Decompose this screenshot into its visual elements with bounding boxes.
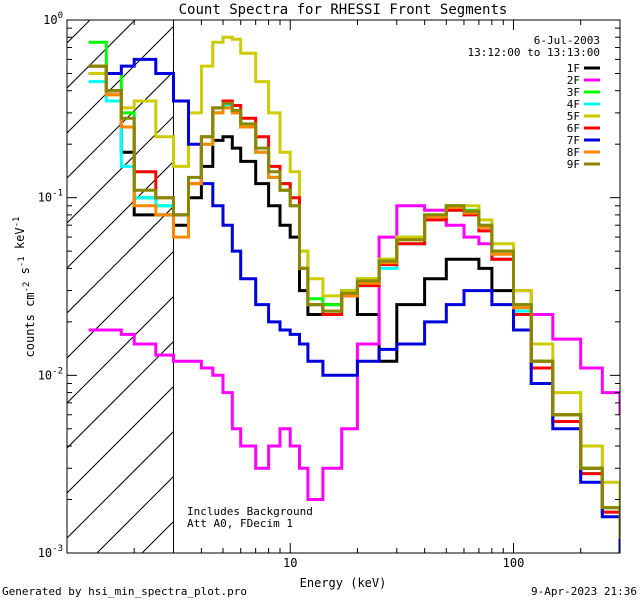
legend-label-3F: 3F xyxy=(567,86,580,99)
series-line-5F xyxy=(88,35,620,522)
y-tick-label: 10-3 xyxy=(38,544,63,560)
axes: 10 100 10-3 10-2 10-1 100 xyxy=(38,11,621,570)
series-line-1F xyxy=(88,72,620,539)
footer-generator: Generated by hsi_min_spectra_plot.pro xyxy=(2,585,247,598)
hatch-line xyxy=(67,205,174,314)
hatch-line xyxy=(412,20,640,553)
legend-label-2F: 2F xyxy=(567,74,580,87)
series-line-2F xyxy=(88,204,620,501)
legend-label-8F: 8F xyxy=(567,146,580,159)
x-tick-label: 10 xyxy=(283,556,297,570)
series-line-7F xyxy=(88,57,620,553)
hatch-line xyxy=(67,340,174,449)
hatch-line xyxy=(67,25,174,134)
y-tick-label: 10-2 xyxy=(38,366,63,382)
time-range-annotation: 13:12:00 to 13:13:00 xyxy=(468,46,600,59)
legend-label-9F: 9F xyxy=(567,158,580,171)
x-axis-label: Energy (keV) xyxy=(300,576,387,590)
background-note: Includes Background xyxy=(187,505,313,518)
hatch-line xyxy=(67,430,174,539)
plot-frame xyxy=(66,19,621,554)
hatch-line xyxy=(67,385,174,494)
legend-label-1F: 1F xyxy=(567,62,580,75)
hatch-line xyxy=(457,20,640,553)
y-tick-label: 100 xyxy=(43,11,63,27)
date-annotation: 6-Jul-2003 xyxy=(534,34,600,47)
series-lines xyxy=(88,35,620,553)
legend-label-7F: 7F xyxy=(567,134,580,147)
footer-timestamp: 9-Apr-2023 21:36 xyxy=(531,585,637,598)
legend-label-4F: 4F xyxy=(567,98,580,111)
y-tick-label: 10-1 xyxy=(38,189,63,205)
attenuator-note: Att A0, FDecim 1 xyxy=(187,517,293,530)
hatch-line xyxy=(67,20,91,44)
hatched-background-region xyxy=(67,20,640,553)
hatch-line xyxy=(67,70,174,179)
series-line-9F xyxy=(88,64,620,539)
chart-title: Count Spectra for RHESSI Front Segments xyxy=(179,2,508,18)
legend-label-5F: 5F xyxy=(567,110,580,123)
x-tick-label: 100 xyxy=(503,556,525,570)
y-axis-label: counts cm-2 s-1 keV-1 xyxy=(12,217,37,358)
hatch-line xyxy=(67,250,174,359)
legend-label-6F: 6F xyxy=(567,122,580,135)
hatch-line xyxy=(141,520,174,553)
